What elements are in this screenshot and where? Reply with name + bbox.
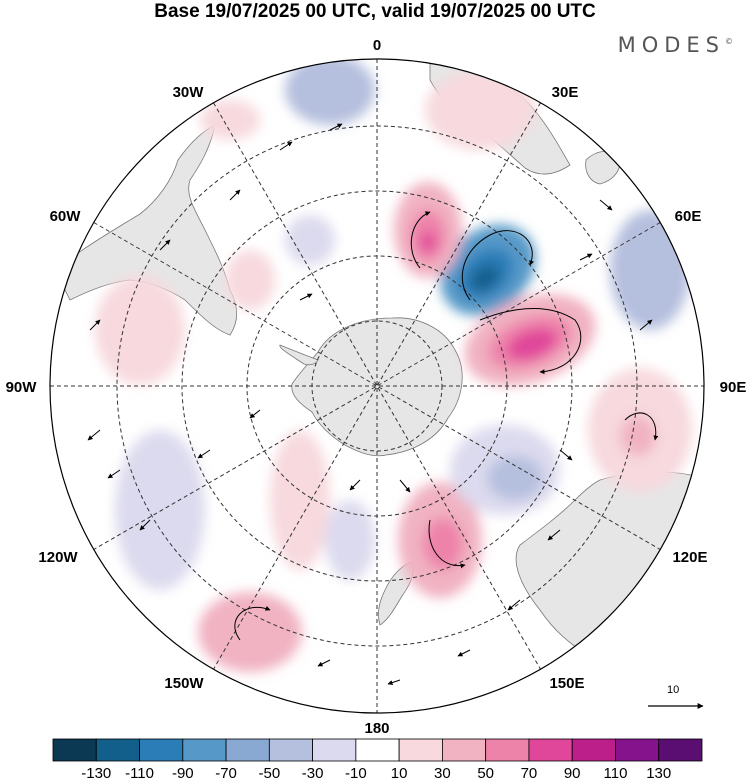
colorbar-swatch [52, 738, 97, 762]
lon-label-30w: 30W [173, 84, 205, 101]
colorbar-tick-label: 110 [603, 765, 628, 782]
colorbar-swatch [355, 738, 400, 762]
reference-vector-label: 10 [667, 684, 680, 696]
madagascar [585, 150, 621, 185]
lon-label-150w: 150W [164, 675, 204, 692]
map-disc [50, 59, 704, 713]
lon-label-180: 180 [364, 720, 389, 737]
anomaly-shading [95, 59, 692, 672]
colorbar-swatch [528, 738, 573, 762]
lon-label-120w: 120W [38, 549, 78, 566]
antarctic-peninsula [279, 344, 319, 366]
colorbar-tick-label: -70 [215, 765, 237, 782]
map-boundary [49, 58, 705, 714]
colorbar-tick-label: 10 [390, 765, 408, 782]
colorbar-swatch [268, 738, 314, 762]
lon-label-60e: 60E [675, 208, 702, 225]
wind-vectors [87, 123, 659, 685]
colorbar-swatch [312, 738, 357, 762]
colorbar-swatch [485, 738, 530, 762]
colorbar [52, 738, 703, 762]
colorbar-tick-label: -90 [171, 765, 194, 782]
map-title: Base 19/07/2025 00 UTC, valid 19/07/2025… [154, 1, 596, 22]
colorbar-tick-label: 130 [646, 765, 672, 782]
lon-label-0: 0 [373, 37, 381, 54]
lon-label-150e: 150E [549, 675, 584, 692]
colorbar-tick-label: 50 [477, 765, 494, 782]
colorbar-tick-label: -50 [258, 765, 281, 782]
lon-label-120e: 120E [672, 549, 707, 566]
colorbar-tick-label: -30 [301, 765, 324, 782]
colorbar-swatch [571, 738, 616, 762]
graticule [50, 59, 704, 713]
colorbar-swatch [225, 738, 270, 762]
colorbar-swatch [139, 738, 184, 762]
colorbar-tick-label: 90 [563, 765, 581, 782]
colorbar-swatch [658, 738, 703, 762]
longitude-labels: 0 30E 60E 90E 120E 150E 180 150W 120W 90… [6, 37, 747, 737]
colorbar-swatch [182, 738, 227, 762]
lon-label-60w: 60W [50, 208, 82, 225]
colorbar-tick-label: -110 [125, 765, 154, 782]
brand-mark: © [725, 37, 733, 46]
colorbar-tick-label: -130 [81, 765, 112, 782]
colorbar-swatch [398, 738, 443, 762]
colorbar-tick-label: 30 [434, 765, 451, 782]
colorbar-swatch [441, 738, 487, 762]
antarctica [291, 317, 463, 457]
brand-name: MODES [617, 33, 725, 57]
colorbar-tick-label: -10 [345, 765, 367, 782]
colorbar-swatch [95, 738, 140, 762]
lon-label-90e: 90E [720, 379, 747, 396]
lon-label-90w: 90W [6, 379, 38, 396]
lon-label-30e: 30E [552, 84, 579, 101]
modes-logo: MODES© [618, 33, 733, 57]
colorbar-tick-label: 70 [520, 765, 538, 782]
colorbar-swatch [615, 738, 660, 762]
